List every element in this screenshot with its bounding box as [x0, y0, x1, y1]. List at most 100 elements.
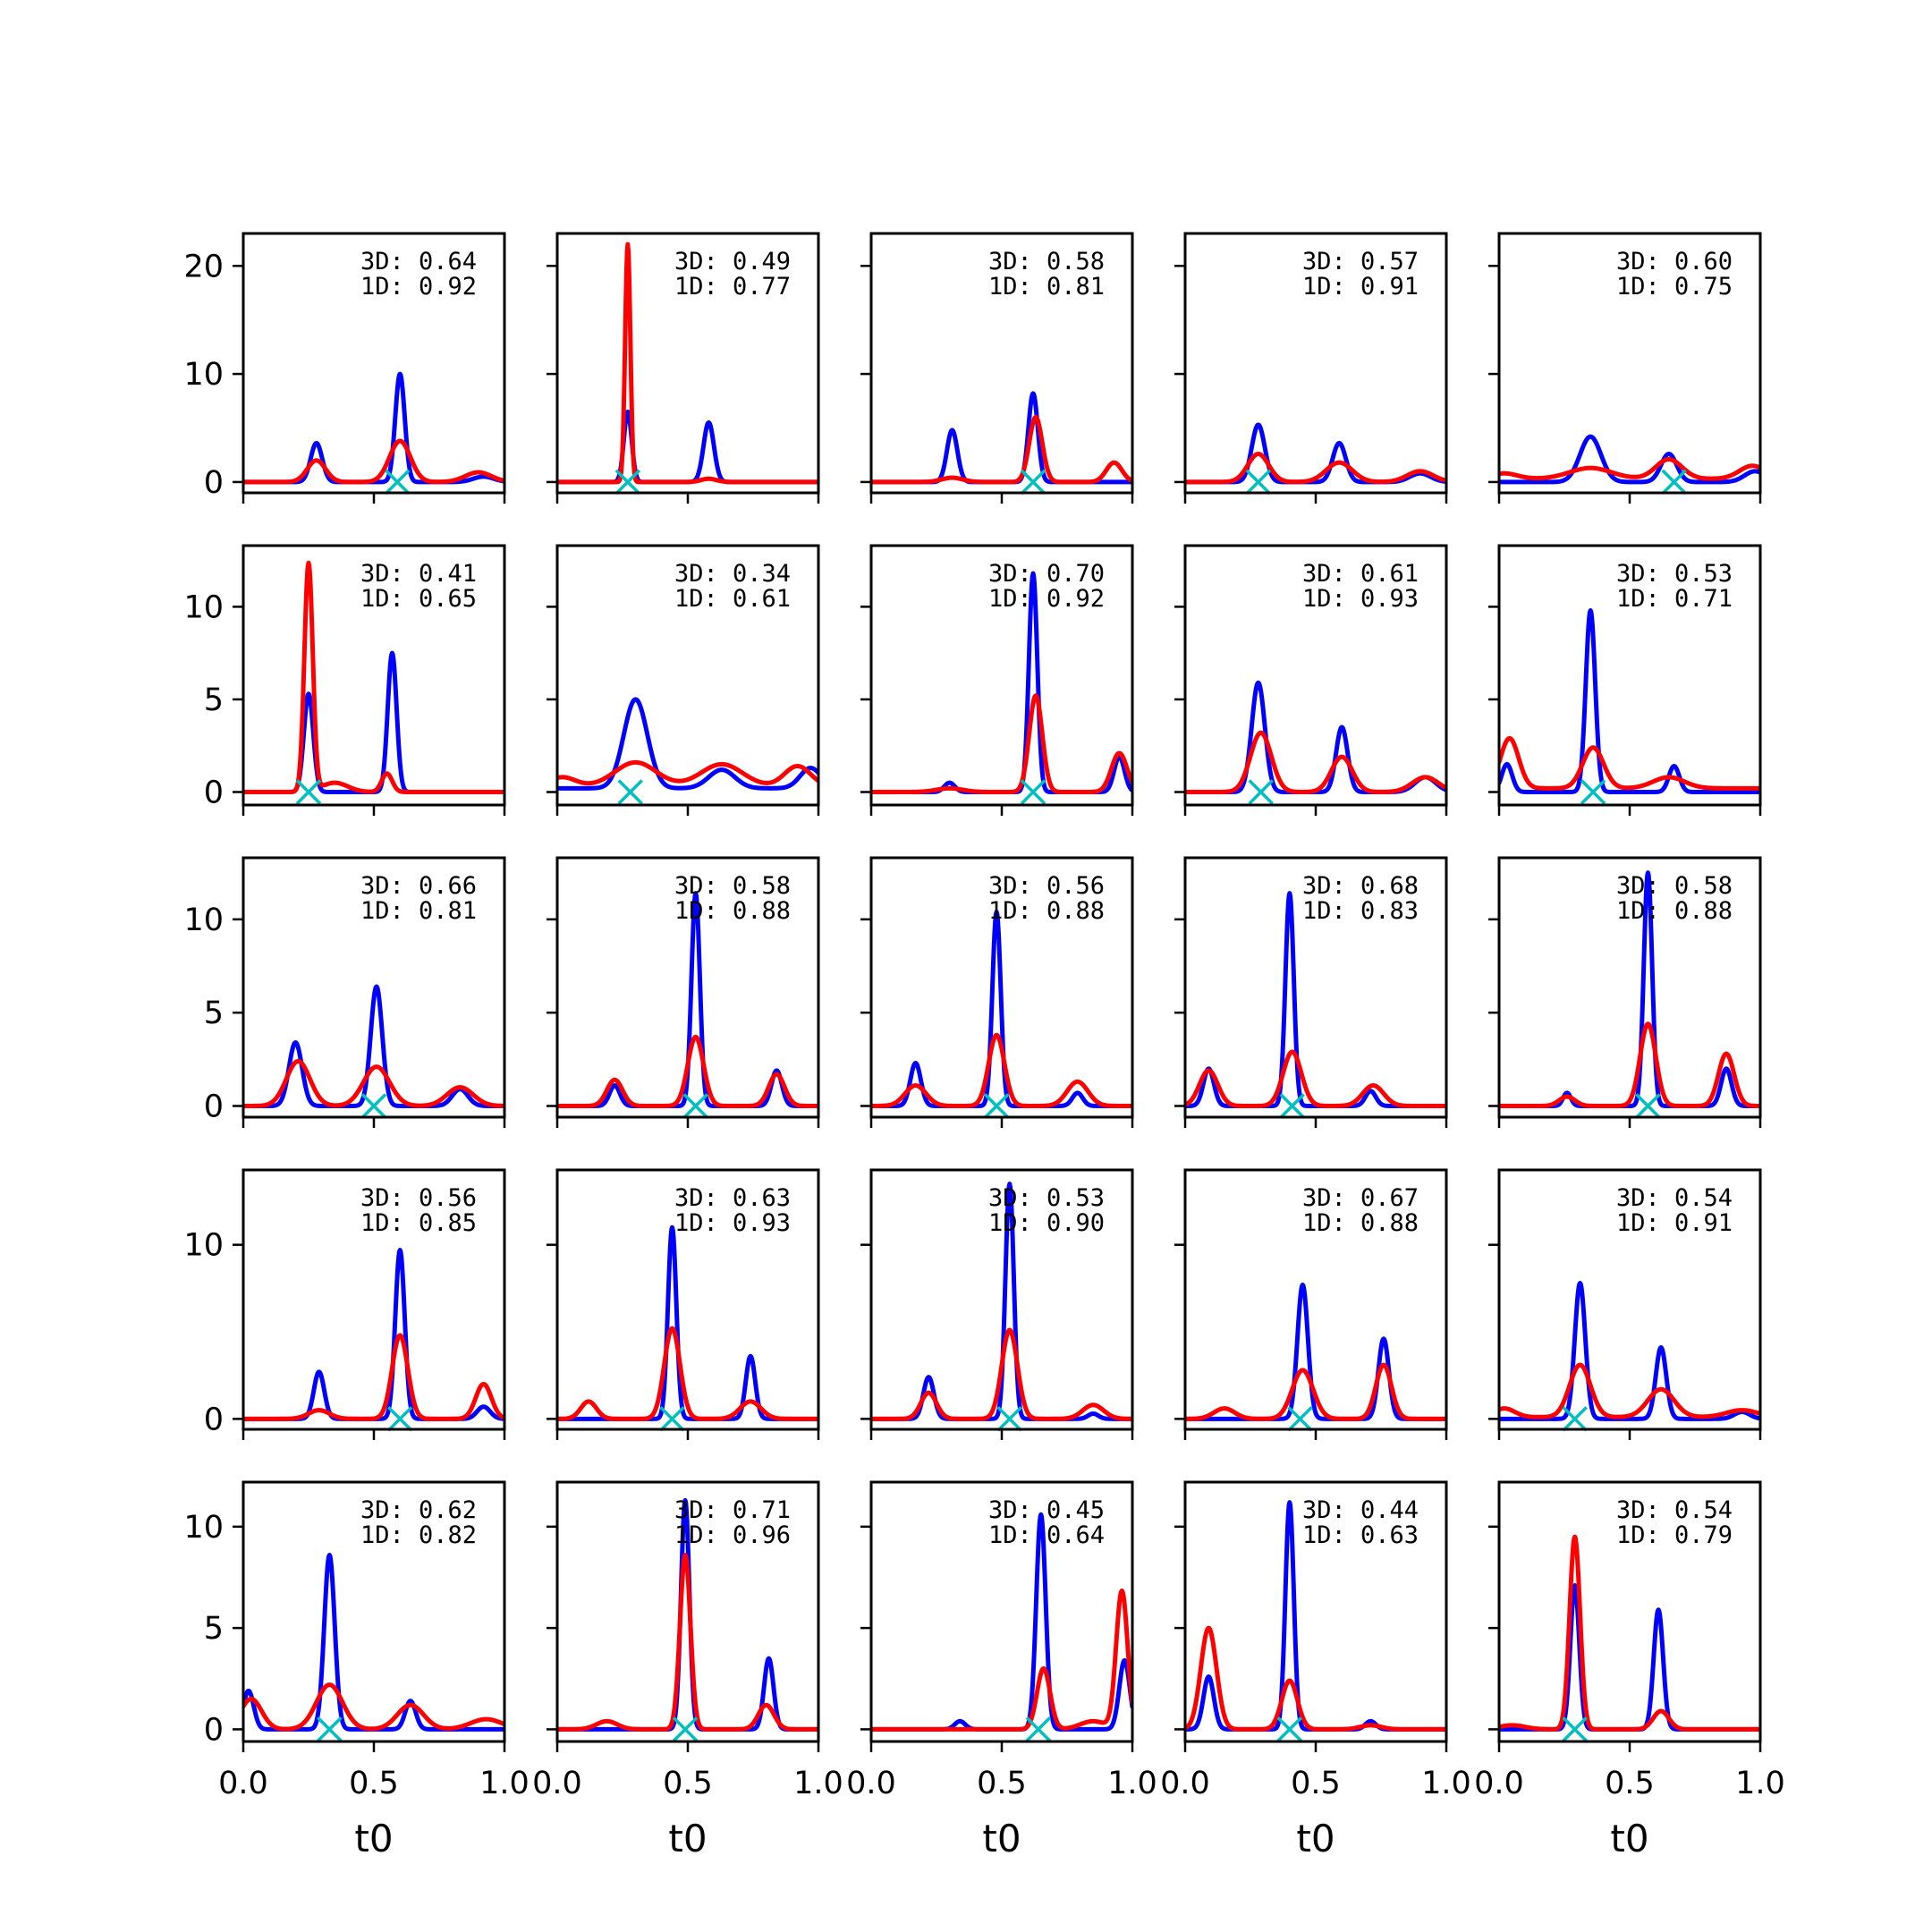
true-t0-marker-r2c2 — [617, 779, 643, 805]
score-annotation-r3c4-0: 3D: 0.68 — [1302, 872, 1419, 900]
true-t0-marker-r5c2 — [672, 1716, 699, 1742]
score-annotation-r4c5-0: 3D: 0.54 — [1616, 1184, 1733, 1212]
red-curve-r1c2 — [557, 242, 818, 485]
red-curve-r4c3 — [871, 1327, 1132, 1421]
score-annotation-r4c2-1: 1D: 0.93 — [674, 1209, 791, 1237]
score-annotation-r5c2-0: 3D: 0.71 — [674, 1496, 791, 1524]
score-annotation-r2c1-1: 1D: 0.65 — [360, 585, 477, 613]
x-tick-label-r5c4-0: 0.0 — [1160, 1766, 1210, 1801]
x-tick-label-r5c3-1: 0.5 — [977, 1766, 1027, 1801]
red-curve-r2c3 — [871, 693, 1132, 794]
y-tick-label-r5c1-2: 10 — [183, 1510, 224, 1546]
x-tick-label-r5c3-0: 0.0 — [846, 1766, 896, 1801]
x-tick-label-r5c2-1: 0.5 — [663, 1766, 713, 1801]
blue-curve-r1c1 — [243, 371, 504, 485]
true-t0-marker-r4c3 — [996, 1406, 1022, 1432]
red-curve-r3c3 — [871, 1032, 1132, 1108]
true-t0-marker-r1c1 — [385, 469, 411, 496]
red-curve-r3c1 — [243, 1058, 504, 1108]
red-curve-r3c5 — [1499, 1021, 1760, 1108]
y-tick-label-r2c1-2: 10 — [183, 589, 224, 625]
red-curve-r5c1 — [243, 1682, 504, 1732]
blue-curve-r2c2 — [557, 697, 818, 791]
score-annotation-r1c4-1: 1D: 0.91 — [1302, 273, 1419, 301]
score-annotation-r4c5-1: 1D: 0.91 — [1616, 1209, 1733, 1237]
score-annotation-r4c1-1: 1D: 0.85 — [360, 1209, 477, 1237]
red-curve-r5c2 — [557, 1553, 818, 1732]
red-curve-r1c3 — [871, 414, 1132, 485]
true-t0-marker-r2c3 — [1020, 779, 1046, 805]
score-annotation-r1c2-1: 1D: 0.77 — [674, 273, 791, 301]
true-t0-marker-r3c2 — [682, 1093, 708, 1119]
score-annotation-r1c5-1: 1D: 0.75 — [1616, 273, 1733, 301]
x-tick-label-r5c1-0: 0.0 — [218, 1766, 268, 1801]
true-t0-marker-r4c1 — [386, 1406, 413, 1432]
blue-curve-r5c5 — [1499, 1583, 1760, 1732]
score-annotation-r4c4-0: 3D: 0.67 — [1302, 1184, 1419, 1212]
score-annotation-r2c2-0: 3D: 0.34 — [674, 560, 791, 588]
score-annotation-r4c3-1: 1D: 0.90 — [988, 1209, 1105, 1237]
red-curve-r1c1 — [243, 438, 504, 485]
x-tick-label-r5c5-1: 0.5 — [1605, 1766, 1655, 1801]
true-t0-marker-r4c5 — [1562, 1406, 1588, 1432]
y-tick-label-r1c1-0: 0 — [204, 465, 224, 501]
y-tick-label-r3c1-2: 10 — [183, 902, 224, 938]
score-annotation-r1c1-0: 3D: 0.64 — [360, 248, 477, 275]
score-annotation-r5c5-0: 3D: 0.54 — [1616, 1496, 1733, 1524]
red-curve-r2c2 — [557, 759, 818, 786]
true-t0-marker-r4c4 — [1287, 1406, 1313, 1432]
score-annotation-r4c4-1: 1D: 0.88 — [1302, 1209, 1419, 1237]
y-tick-label-r1c1-2: 20 — [183, 249, 224, 284]
score-annotation-r3c1-1: 1D: 0.81 — [360, 897, 477, 925]
score-annotation-r3c2-1: 1D: 0.88 — [674, 897, 791, 925]
y-tick-label-r5c1-0: 0 — [204, 1712, 224, 1748]
score-annotation-r5c1-0: 3D: 0.62 — [360, 1496, 477, 1524]
score-annotation-r5c2-1: 1D: 0.96 — [674, 1521, 791, 1549]
blue-curve-r1c2 — [557, 409, 818, 485]
blue-curve-r4c1 — [243, 1248, 504, 1421]
score-annotation-r2c4-0: 3D: 0.61 — [1302, 560, 1419, 588]
true-t0-marker-r1c3 — [1020, 469, 1046, 496]
x-tick-label-r5c2-2: 1.0 — [793, 1766, 843, 1801]
true-t0-marker-r3c5 — [1635, 1093, 1661, 1119]
true-t0-marker-r3c3 — [983, 1093, 1010, 1119]
red-curve-r2c4 — [1185, 730, 1446, 794]
x-axis-label-r5c1: t0 — [354, 1817, 393, 1860]
y-tick-label-r4c1-0: 0 — [204, 1402, 224, 1437]
score-annotation-r1c4-0: 3D: 0.57 — [1302, 248, 1419, 275]
true-t0-marker-r3c1 — [360, 1093, 387, 1119]
score-annotation-r5c3-1: 1D: 0.64 — [988, 1521, 1105, 1549]
x-axis-label-r5c4: t0 — [1296, 1817, 1335, 1860]
x-axis-label-r5c5: t0 — [1610, 1817, 1648, 1860]
true-t0-marker-r1c2 — [614, 469, 641, 496]
y-tick-label-r2c1-1: 5 — [204, 682, 224, 718]
score-annotation-r5c4-1: 1D: 0.63 — [1302, 1521, 1419, 1549]
y-tick-label-r1c1-1: 10 — [183, 357, 224, 393]
red-curve-r1c5 — [1499, 457, 1760, 481]
score-annotation-r1c2-0: 3D: 0.49 — [674, 248, 791, 275]
score-annotation-r2c4-1: 1D: 0.93 — [1302, 585, 1419, 613]
true-t0-marker-r2c5 — [1580, 779, 1606, 805]
x-tick-label-r5c3-2: 1.0 — [1107, 1766, 1157, 1801]
x-axis-label-r5c2: t0 — [668, 1817, 707, 1860]
score-annotation-r1c5-0: 3D: 0.60 — [1616, 248, 1733, 275]
score-annotation-r2c5-1: 1D: 0.71 — [1616, 585, 1733, 613]
score-annotation-r2c1-0: 3D: 0.41 — [360, 560, 477, 588]
blue-curve-r2c5 — [1499, 608, 1760, 794]
